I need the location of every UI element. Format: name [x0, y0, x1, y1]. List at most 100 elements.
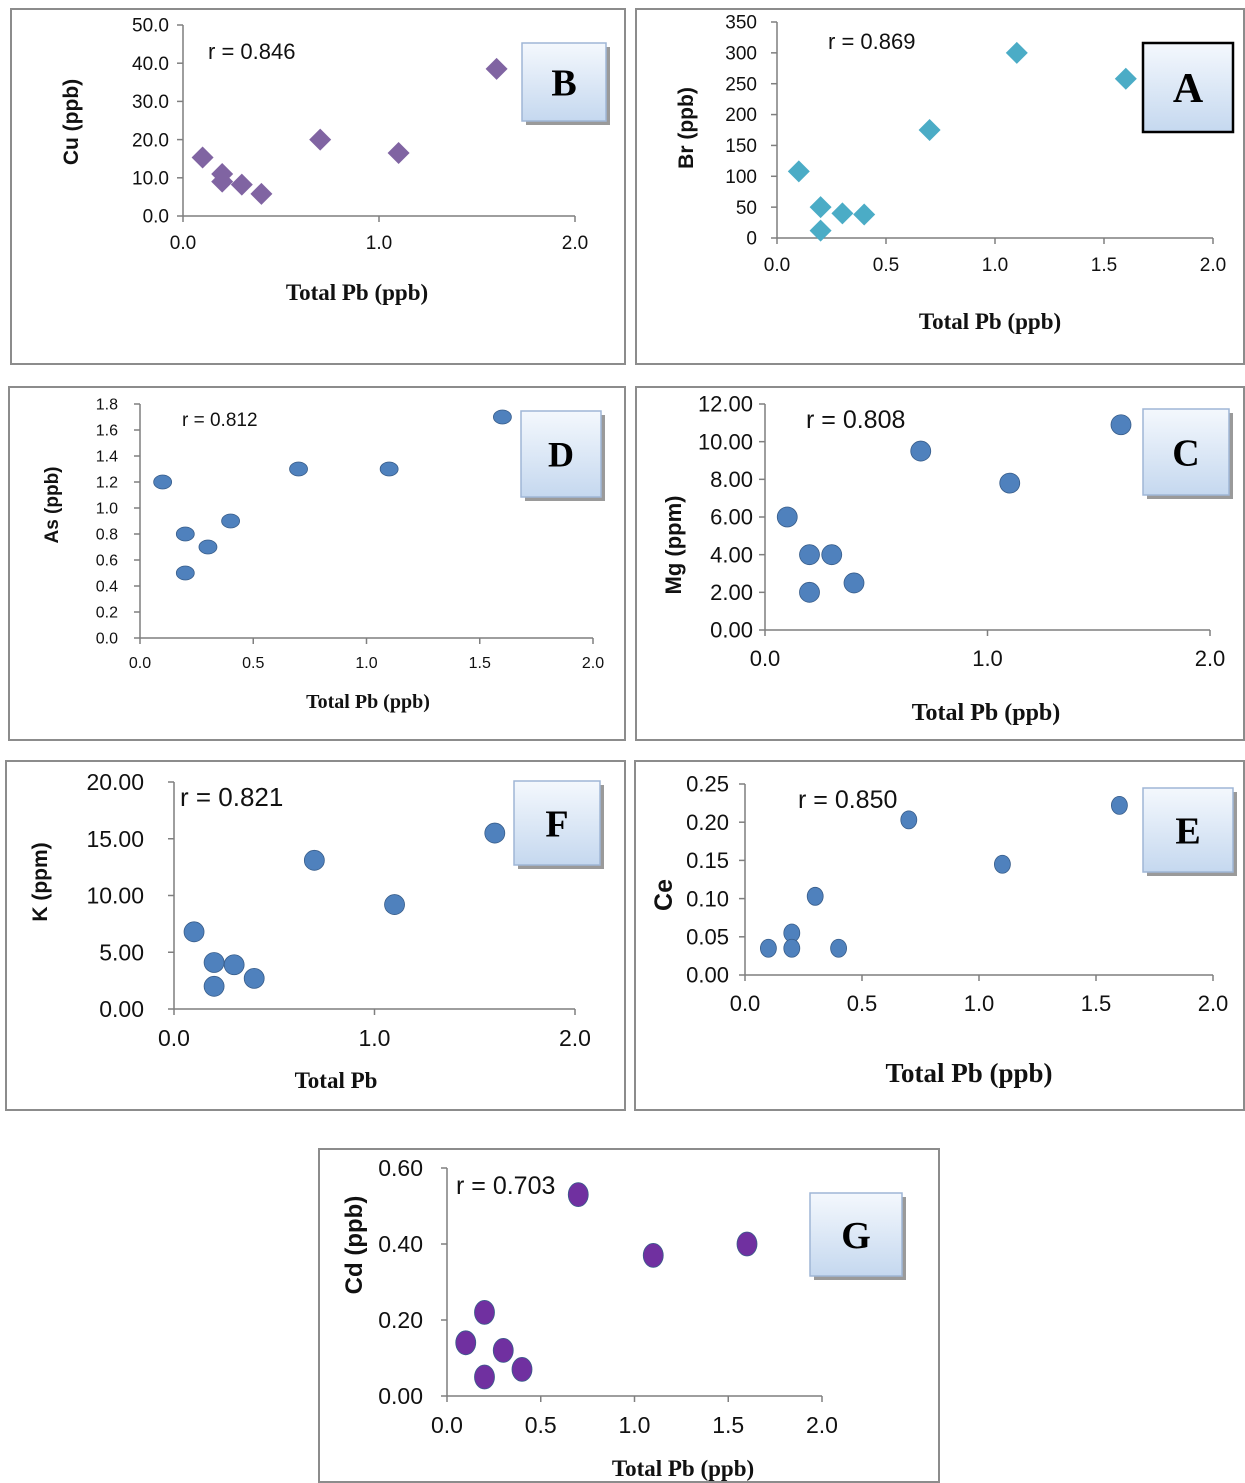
x-axis-title-c: Total Pb (ppb): [912, 700, 1061, 726]
data-point-a: [831, 202, 854, 225]
data-point-d: [492, 409, 512, 425]
y-tick-label-b: 50.0: [132, 16, 169, 37]
data-point-c: [1110, 414, 1132, 436]
x-tick-label-g: 1.5: [712, 1412, 744, 1438]
x-tick-label-d: 0.0: [129, 655, 151, 672]
data-point-a: [809, 196, 832, 219]
panel-letter-g: G: [841, 1215, 871, 1257]
y-tick-label-e: 0.10: [686, 886, 729, 911]
x-tick-label-b: 0.0: [170, 233, 196, 254]
data-point-e: [830, 938, 847, 958]
y-tick-label-c: 2.00: [710, 580, 753, 605]
x-tick-label-a: 2.0: [1200, 255, 1226, 276]
x-tick-label-e: 0.0: [730, 991, 761, 1016]
label-box-c: [1142, 408, 1230, 496]
panel-letter-e: E: [1175, 810, 1200, 852]
data-point-d: [221, 513, 241, 529]
data-point-c: [799, 581, 820, 603]
correlation-label-b: r = 0.846: [208, 39, 295, 64]
data-point-d: [175, 565, 195, 581]
data-point-f: [203, 975, 225, 997]
data-point-g: [455, 1330, 477, 1356]
x-axis-title-d: Total Pb (ppb): [306, 691, 430, 713]
y-tick-label-f: 5.00: [99, 939, 144, 965]
data-point-d: [379, 461, 399, 477]
y-tick-label-b: 30.0: [132, 92, 169, 113]
y-tick-label-g: 0.60: [378, 1155, 423, 1181]
data-point-b: [485, 57, 508, 80]
y-axis-title-c: Mg (ppm): [661, 496, 686, 595]
correlation-label-d: r = 0.812: [182, 410, 258, 431]
y-tick-label-d: 1.0: [96, 501, 118, 518]
data-point-g: [567, 1182, 589, 1207]
y-tick-label-c: 0.00: [710, 618, 753, 643]
data-point-e: [1111, 795, 1128, 815]
x-axis-title-b: Total Pb (ppb): [286, 280, 428, 305]
y-tick-label-a: 0: [746, 229, 757, 250]
data-point-d: [289, 461, 308, 477]
y-tick-label-d: 0.4: [96, 579, 118, 596]
x-tick-label-f: 2.0: [559, 1025, 591, 1051]
y-tick-label-a: 50: [736, 198, 757, 219]
label-box-a: [1141, 41, 1235, 134]
x-tick-label-c: 2.0: [1195, 646, 1226, 671]
y-tick-label-c: 6.00: [710, 505, 753, 530]
correlation-label-a: r = 0.869: [828, 29, 915, 54]
data-point-e: [760, 938, 777, 958]
data-point-b: [387, 141, 410, 164]
x-tick-label-g: 0.5: [525, 1412, 557, 1438]
data-point-d: [198, 539, 218, 555]
y-tick-label-d: 1.4: [96, 449, 118, 466]
label-box-g: [809, 1192, 903, 1277]
x-tick-label-d: 0.5: [242, 655, 264, 672]
y-tick-label-c: 8.00: [710, 467, 753, 492]
y-tick-label-g: 0.20: [378, 1307, 423, 1333]
y-tick-label-f: 20.00: [86, 769, 144, 795]
y-tick-label-a: 250: [725, 74, 757, 95]
data-point-e: [783, 938, 801, 958]
data-point-f: [384, 894, 405, 915]
panel-letter-a: A: [1173, 66, 1204, 112]
data-point-a: [787, 160, 810, 183]
data-point-b: [230, 173, 253, 196]
data-point-a: [1005, 41, 1028, 64]
x-axis-title-e: Total Pb (ppb): [885, 1058, 1052, 1088]
y-tick-label-f: 10.00: [86, 883, 144, 909]
data-point-f: [303, 849, 325, 871]
data-point-b: [191, 146, 214, 169]
data-point-c: [821, 544, 843, 566]
data-point-g: [492, 1338, 514, 1363]
data-point-c: [910, 440, 932, 462]
y-tick-label-b: 0.0: [143, 207, 169, 228]
y-tick-label-a: 350: [725, 13, 757, 34]
x-tick-label-f: 1.0: [359, 1025, 391, 1051]
data-point-a: [853, 203, 876, 226]
data-point-g: [642, 1243, 664, 1268]
x-tick-label-a: 1.5: [1091, 255, 1117, 276]
data-point-a: [809, 219, 832, 242]
data-point-a: [1114, 67, 1137, 90]
x-tick-label-e: 1.0: [964, 991, 995, 1016]
data-point-f: [183, 921, 205, 943]
y-tick-label-f: 15.00: [86, 826, 144, 852]
x-tick-label-f: 0.0: [158, 1025, 190, 1051]
data-point-e: [994, 854, 1011, 874]
x-tick-label-g: 2.0: [806, 1412, 838, 1438]
x-tick-label-b: 2.0: [562, 233, 588, 254]
x-tick-label-e: 2.0: [1198, 991, 1229, 1016]
y-tick-label-c: 10.00: [698, 429, 753, 454]
y-tick-label-b: 10.0: [132, 168, 169, 189]
y-axis-title-e: Ce: [650, 879, 678, 911]
y-tick-label-e: 0.25: [686, 772, 729, 797]
x-tick-label-e: 1.5: [1081, 991, 1112, 1016]
correlation-label-c: r = 0.808: [806, 406, 905, 434]
y-tick-label-c: 12.00: [698, 392, 753, 417]
correlation-label-f: r = 0.821: [180, 782, 283, 812]
y-tick-label-a: 200: [725, 105, 757, 126]
label-box-d: [520, 410, 602, 498]
x-tick-label-c: 0.0: [750, 646, 781, 671]
y-tick-label-c: 4.00: [710, 542, 753, 567]
y-axis-title-g: Cd (ppb): [341, 1196, 368, 1295]
y-tick-label-a: 150: [725, 136, 757, 157]
